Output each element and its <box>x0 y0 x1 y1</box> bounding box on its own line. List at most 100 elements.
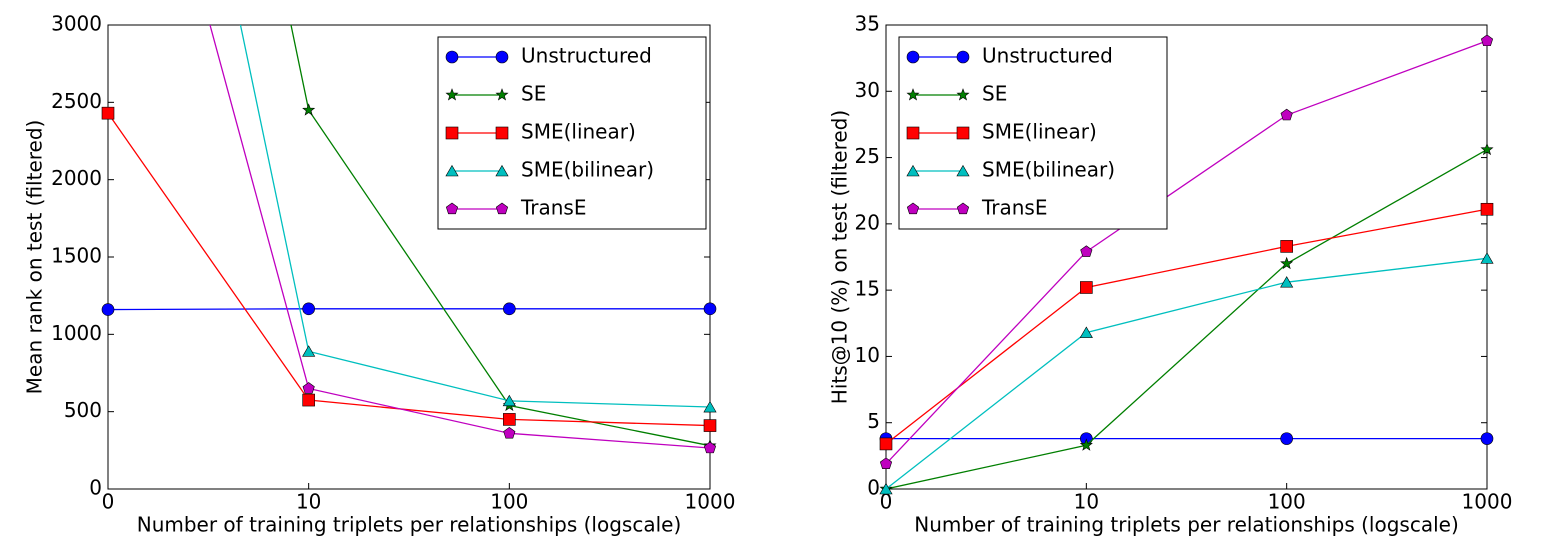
x-tick-label: 0 <box>880 490 893 514</box>
marker <box>495 88 509 101</box>
marker <box>302 103 316 116</box>
x-axis-label: Number of training triplets per relation… <box>137 513 682 537</box>
legend-label: SE <box>521 82 546 106</box>
marker <box>906 88 920 101</box>
y-tick-label: 35 <box>855 12 880 36</box>
marker <box>1480 34 1494 47</box>
marker <box>495 164 509 177</box>
plot-area <box>879 34 1494 495</box>
y-tick-label: 30 <box>855 78 880 102</box>
y-tick-label: 25 <box>855 144 880 168</box>
y-tick-label: 20 <box>855 210 880 234</box>
marker <box>445 126 459 140</box>
series-line <box>290 25 711 447</box>
y-tick-label: 500 <box>64 398 102 422</box>
marker <box>956 88 970 101</box>
x-tick-label: 10 <box>1074 490 1099 514</box>
series-line <box>239 25 711 408</box>
marker <box>956 126 970 140</box>
marker <box>445 88 459 101</box>
legend-label: Unstructured <box>982 44 1113 68</box>
marker <box>1280 240 1293 253</box>
y-axis-label: Hits@10 (%) on test (filtered) <box>828 110 852 404</box>
marker <box>1480 252 1494 264</box>
marker <box>1079 438 1093 451</box>
marker <box>703 302 717 316</box>
legend-label: Unstructured <box>521 44 652 68</box>
marker <box>703 419 717 432</box>
marker <box>445 164 459 177</box>
x-tick-label: 1000 <box>1462 490 1513 514</box>
x-tick-label: 100 <box>1268 490 1306 514</box>
marker <box>906 126 920 140</box>
series-line <box>885 257 1488 490</box>
marker <box>906 202 920 215</box>
marker <box>445 50 459 64</box>
x-axis-label: Number of training triplets per relation… <box>914 513 1459 537</box>
marker <box>879 482 893 495</box>
x-tick-label: 10 <box>296 490 321 514</box>
series-line <box>107 308 710 311</box>
marker <box>302 382 315 394</box>
legend-label: TransE <box>520 196 587 220</box>
marker <box>302 302 315 316</box>
marker <box>906 50 920 64</box>
plot-area <box>101 25 717 454</box>
marker <box>1480 432 1494 445</box>
marker <box>1280 108 1293 121</box>
y-tick-label: 3000 <box>51 12 102 36</box>
marker <box>1080 281 1093 294</box>
marker <box>906 164 920 177</box>
series-line <box>885 149 1488 490</box>
y-tick-label: 2000 <box>51 166 102 190</box>
series-line <box>107 112 711 427</box>
legend-label: TransE <box>981 196 1048 220</box>
marker <box>503 302 516 316</box>
marker <box>879 457 893 469</box>
marker <box>1079 326 1093 338</box>
marker <box>1480 142 1494 156</box>
marker <box>495 126 509 140</box>
y-tick-label: 0 <box>89 476 102 500</box>
marker <box>495 202 509 215</box>
marker <box>1080 245 1093 257</box>
marker <box>502 394 516 407</box>
marker <box>956 50 970 64</box>
y-tick-label: 1500 <box>51 244 102 268</box>
y-tick-label: 10 <box>855 343 880 367</box>
marker <box>445 202 459 215</box>
y-tick-label: 5 <box>867 409 880 433</box>
marker <box>956 164 970 177</box>
y-tick-label: 15 <box>855 277 880 301</box>
x-tick-label: 100 <box>490 490 528 514</box>
y-tick-label: 2500 <box>51 89 102 113</box>
marker <box>879 437 893 451</box>
marker <box>1280 256 1294 270</box>
marker <box>1280 276 1294 288</box>
series-line <box>885 208 1488 445</box>
legend-label: SME(linear) <box>521 120 636 144</box>
marker <box>302 393 315 407</box>
marker <box>503 413 516 426</box>
marker <box>1480 202 1494 216</box>
legend-label: SME(bilinear) <box>521 158 654 182</box>
legend-label: SE <box>982 82 1007 106</box>
marker <box>101 303 115 316</box>
marker <box>1280 432 1293 445</box>
marker <box>495 50 509 64</box>
marker <box>703 441 717 454</box>
legend-label: SME(bilinear) <box>982 158 1115 182</box>
series-line <box>209 25 711 449</box>
y-tick-label: 0 <box>867 476 880 500</box>
y-axis-label: Mean rank on test (filtered) <box>23 120 47 395</box>
x-tick-label: 0 <box>102 490 115 514</box>
legend-label: SME(linear) <box>982 120 1097 144</box>
marker <box>302 345 316 357</box>
marker <box>703 400 717 413</box>
marker <box>503 426 516 439</box>
marker <box>101 106 115 120</box>
x-tick-label: 1000 <box>685 490 736 514</box>
y-tick-label: 1000 <box>51 321 102 345</box>
series-line <box>885 40 1488 465</box>
